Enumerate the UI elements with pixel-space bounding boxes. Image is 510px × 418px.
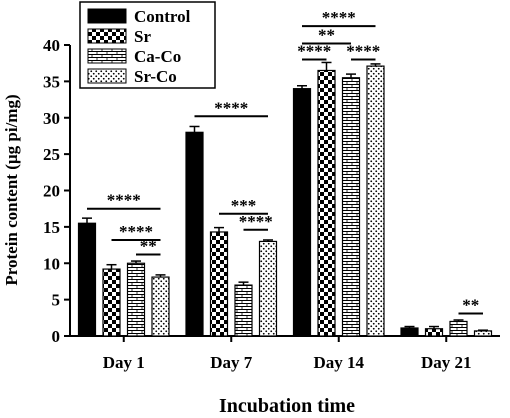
bar-ca-co-1 [126,262,146,337]
y-tick-label: 25 [43,145,60,164]
significance-label: *** [231,196,257,215]
legend-swatch-ca-co [87,48,127,64]
bar-control-2 [185,131,204,337]
y-tick-label: 5 [52,291,61,310]
bar-ca-co-4 [449,320,468,337]
legend-swatch-sr-co [87,68,127,84]
y-axis-label: Protein content (µg pi/mg) [2,94,21,285]
y-tick-label: 20 [43,182,60,201]
x-tick-label: Day 21 [421,353,472,372]
significance-label: **** [107,191,141,210]
significance-label: **** [346,42,380,61]
x-ticks: Day 1 Day 7 Day 14 Day 21 [103,336,472,372]
bar-sr-4 [424,328,444,337]
significance-label: **** [119,222,153,241]
bar-sr-co-3 [366,65,385,337]
bars [77,65,493,337]
y-tick-label: 10 [43,254,60,273]
significance-annotations: ******************************* ****** [87,8,483,315]
bar-sr-2 [209,231,229,337]
bar-control-4 [400,327,419,337]
significance-label: **** [239,212,273,231]
significance-label: ** [140,237,157,256]
y-ticks: 0 5 10 15 20 25 30 35 40 [43,36,70,346]
bar-control-3 [292,88,312,337]
significance-label: **** [214,98,248,117]
y-tick-label: 0 [52,327,61,346]
x-tick-label: Day 1 [103,353,145,372]
bar-ca-co-3 [341,77,361,337]
x-tick-label: Day 14 [313,353,364,372]
legend-label: Sr [134,27,151,46]
bar-sr-co-4 [473,330,493,337]
legend-label: Control [134,7,191,26]
error-bars [82,61,488,331]
significance-label: ** [462,295,479,314]
bar-sr-co-1 [151,276,170,337]
bar-sr-3 [317,69,336,337]
significance-label: **** [322,8,356,27]
significance-label: **** [297,42,331,61]
legend-label: Sr-Co [134,67,177,86]
bar-ca-co-2 [234,284,253,337]
significance-label: ** [318,26,335,45]
bar-control-1 [77,222,97,337]
y-tick-label: 35 [43,72,60,91]
y-tick-label: 40 [43,36,60,55]
x-axis-label: Incubation time [219,395,355,417]
y-tick-label: 15 [43,218,60,237]
legend-swatch-sr [87,28,127,44]
y-tick-label: 30 [43,109,60,128]
bar-sr-1 [102,268,121,337]
bar-sr-co-2 [258,240,278,337]
legend-label: Ca-Co [134,47,181,66]
x-tick-label: Day 7 [210,353,253,372]
legend-swatch-control [87,8,127,24]
